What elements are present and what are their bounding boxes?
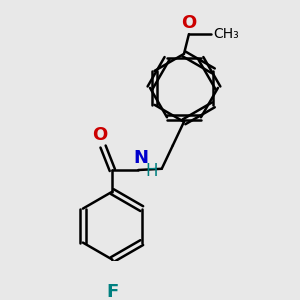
Text: H: H [146,162,158,180]
Text: CH₃: CH₃ [214,27,239,41]
Text: F: F [106,283,118,300]
Text: O: O [92,126,107,144]
Text: N: N [133,149,148,167]
Text: O: O [181,14,196,32]
